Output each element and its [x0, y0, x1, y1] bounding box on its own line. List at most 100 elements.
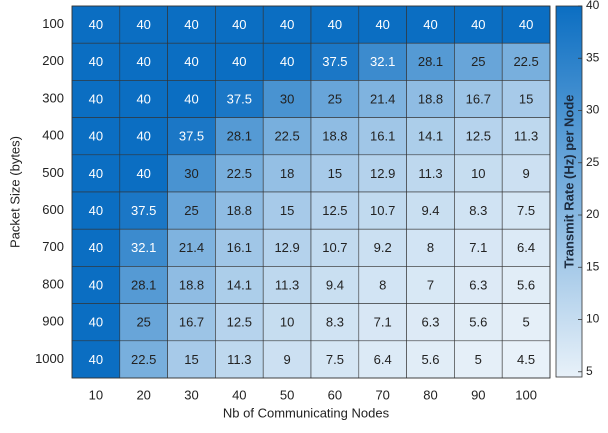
cell-label: 37.5 — [322, 54, 347, 69]
cell-label: 22.5 — [227, 166, 252, 181]
cell-label: 18.8 — [418, 91, 443, 106]
x-axis-title: Nb of Communicating Nodes — [223, 405, 390, 420]
cell-label: 6.3 — [469, 277, 487, 292]
cell-label: 9.2 — [374, 240, 392, 255]
heatmap-cell — [262, 80, 312, 118]
cell-label: 37.5 — [131, 203, 156, 218]
cell-label: 14.1 — [418, 129, 443, 144]
heatmap-cell — [167, 191, 216, 230]
cell-label: 11.3 — [418, 166, 442, 181]
y-axis-title: Packet Size (bytes) — [7, 136, 22, 248]
heatmap-cell — [71, 80, 121, 118]
y-tick-label: 600 — [42, 202, 64, 217]
heatmap-cell — [454, 303, 503, 342]
cell-label: 37.5 — [227, 91, 252, 106]
cell-label: 40 — [375, 17, 389, 32]
x-tick-label: 10 — [89, 387, 103, 402]
cell-label: 40 — [136, 54, 150, 69]
heatmap-cell — [406, 303, 455, 342]
colorbar-tick-label: 30 — [586, 103, 600, 117]
heatmap-cell — [71, 117, 121, 156]
heatmap-cell — [262, 154, 312, 193]
cell-label: 40 — [89, 240, 103, 255]
cell-label: 4.5 — [517, 352, 535, 367]
cell-label: 6.4 — [517, 240, 535, 255]
heatmap-cell — [119, 340, 168, 379]
heatmap-cell — [119, 266, 168, 304]
heatmap-cell — [262, 340, 312, 379]
heatmap-cell — [310, 154, 360, 193]
x-tick-label: 30 — [184, 387, 198, 402]
cell-label: 30 — [280, 91, 294, 106]
heatmap-cell — [406, 117, 455, 156]
cell-label: 11.3 — [514, 129, 538, 144]
heatmap-cell — [310, 117, 360, 156]
heatmap-cell — [454, 228, 503, 267]
cell-label: 12.5 — [227, 315, 252, 330]
cell-label: 5 — [522, 315, 529, 330]
cell-label: 40 — [232, 17, 246, 32]
cell-label: 28.1 — [131, 277, 156, 292]
cell-label: 14.1 — [227, 277, 252, 292]
colorbar-tick-label: 40 — [586, 0, 600, 12]
heatmap-cell — [215, 191, 264, 230]
heatmap-cell — [454, 191, 503, 230]
cell-label: 40 — [280, 17, 294, 32]
cell-label: 25 — [328, 91, 342, 106]
cell-label: 21.4 — [179, 240, 204, 255]
colorbar-tick-label: 10 — [586, 312, 600, 326]
x-tick-label: 90 — [471, 387, 485, 402]
cell-label: 12.5 — [466, 129, 491, 144]
heatmap-cell — [454, 80, 503, 118]
heatmap-cell — [358, 266, 407, 304]
heatmap-cell — [501, 42, 551, 81]
y-tick-label: 900 — [42, 314, 64, 329]
cell-label: 11.3 — [275, 277, 299, 292]
heatmap-cell — [215, 42, 264, 81]
colorbar-tick-label: 20 — [586, 207, 600, 221]
heatmap-cell — [310, 228, 360, 267]
cell-label: 8 — [427, 240, 434, 255]
cell-label: 40 — [89, 129, 103, 144]
cell-label: 9 — [283, 352, 290, 367]
heatmap-cell — [358, 117, 407, 156]
cell-label: 40 — [184, 17, 198, 32]
heatmap-cell — [358, 303, 407, 342]
cell-label: 6.3 — [421, 315, 439, 330]
x-tick-label: 80 — [423, 387, 437, 402]
cell-label: 25 — [184, 203, 198, 218]
heatmap-cell — [310, 266, 360, 304]
colorbar-tick-label: 15 — [586, 259, 600, 273]
heatmap-cell — [406, 5, 455, 44]
colorbar-tick-label: 35 — [586, 50, 600, 64]
heatmap-cell — [71, 340, 121, 379]
cell-label: 22.5 — [131, 352, 156, 367]
cell-label: 16.1 — [227, 240, 252, 255]
heatmap-cell — [406, 228, 455, 267]
heatmap-cell — [167, 266, 216, 304]
cell-label: 40 — [471, 17, 485, 32]
cell-label: 30 — [184, 166, 198, 181]
heatmap-cell — [119, 42, 168, 81]
heatmap-cell — [454, 42, 503, 81]
cell-label: 18.8 — [179, 277, 204, 292]
heatmap-cell — [454, 266, 503, 304]
cell-label: 40 — [89, 91, 103, 106]
cell-label: 15 — [519, 91, 533, 106]
heatmap-cell — [406, 80, 455, 118]
heatmap-cell — [310, 42, 360, 81]
cell-label: 22.5 — [513, 54, 538, 69]
y-tick-label: 200 — [42, 53, 64, 68]
heatmap-cell — [167, 154, 216, 193]
cell-label: 12.9 — [274, 240, 299, 255]
cell-label: 32.1 — [131, 240, 156, 255]
cell-label: 40 — [423, 17, 437, 32]
cell-label: 9 — [522, 166, 529, 181]
cell-label: 18.8 — [322, 129, 347, 144]
heatmap-cell — [501, 5, 551, 44]
heatmap-cell — [119, 303, 168, 342]
heatmap-cell — [501, 228, 551, 267]
cell-label: 8.3 — [326, 315, 344, 330]
cell-label: 5.6 — [517, 277, 535, 292]
